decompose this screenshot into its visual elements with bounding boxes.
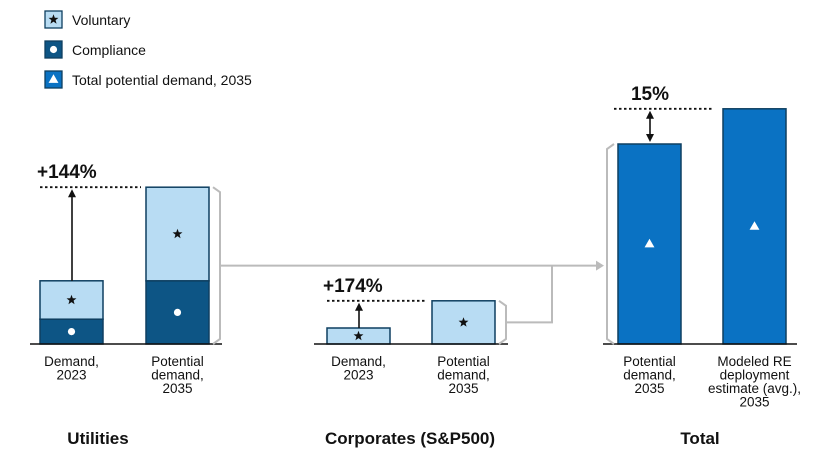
- bar-total-triangle-icon: [644, 238, 655, 248]
- growth-label-1: +174%: [323, 276, 383, 297]
- group-label-0: Utilities: [67, 429, 128, 448]
- connector-line-corporates: [507, 265, 553, 324]
- tick-label-2-1: estimate (avg.),: [708, 381, 801, 396]
- group-label-1: Corporates (S&P500): [325, 429, 495, 448]
- tick-label-1-0: 2023: [343, 368, 373, 383]
- tick-label-1-0: Demand,: [331, 354, 386, 369]
- tick-label-1-1: demand,: [437, 368, 490, 383]
- bar-voluntary-star-icon: [172, 228, 183, 239]
- bar-voluntary-star-icon: [353, 330, 364, 341]
- tick-label-0-0: 2023: [56, 368, 86, 383]
- tick-label-2-1: deployment: [720, 368, 790, 383]
- bracket-corporates: [498, 299, 507, 345]
- legend-label-voluntary: Voluntary: [72, 12, 130, 28]
- legend-label-compliance: Compliance: [72, 42, 146, 58]
- arrow-up-icon: [68, 189, 76, 198]
- legend-circle-icon: [49, 45, 58, 54]
- tick-label-1-1: Potential: [437, 354, 490, 369]
- tick-label-2-0: demand,: [623, 368, 676, 383]
- growth-label-0: +144%: [37, 162, 97, 183]
- group-label-2: Total: [680, 429, 719, 448]
- tick-label-0-1: 2035: [162, 381, 192, 396]
- bar-compliance-circle-icon: [67, 328, 76, 336]
- bar-total-triangle-icon: [749, 221, 760, 230]
- legend-triangle-icon: [48, 74, 59, 83]
- arrow-right-icon: [596, 260, 604, 271]
- bracket-total: [606, 143, 615, 345]
- gap-label: 15%: [631, 84, 669, 105]
- tick-label-0-1: Potential: [151, 354, 204, 369]
- tick-label-0-0: Demand,: [44, 354, 99, 369]
- bar-voluntary-star-icon: [66, 294, 77, 305]
- tick-label-1-1: 2035: [448, 381, 478, 396]
- arrow-up-icon: [646, 110, 654, 119]
- tick-label-0-1: demand,: [151, 368, 204, 383]
- arrow-up-icon: [355, 302, 363, 311]
- tick-label-2-0: 2035: [634, 381, 664, 396]
- legend-label-total: Total potential demand, 2035: [72, 72, 252, 88]
- bar-compliance-circle-icon: [173, 308, 182, 316]
- tick-label-2-0: Potential: [623, 354, 676, 369]
- legend-star-icon: [48, 14, 59, 24]
- tick-label-2-1: 2035: [739, 395, 769, 410]
- bar-voluntary-star-icon: [458, 317, 469, 327]
- bracket-utilities: [212, 186, 221, 345]
- tick-label-2-1: Modeled RE: [717, 354, 791, 369]
- arrow-down-icon: [646, 134, 654, 142]
